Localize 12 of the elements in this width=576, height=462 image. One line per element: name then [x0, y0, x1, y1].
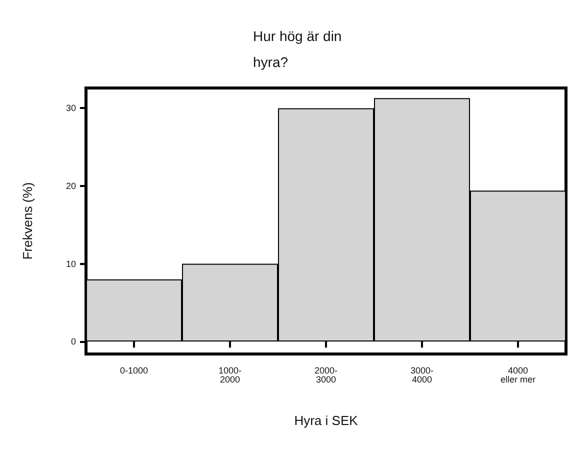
y-axis-title: Frekvens (%): [20, 182, 35, 260]
y-tick-label: 20: [66, 181, 76, 191]
x-tick-label: 1000- 2000: [218, 366, 242, 384]
y-tick-label: 30: [66, 103, 76, 114]
y-tick-label: 0: [70, 336, 76, 347]
chart-title: Hur hög är din hyra?: [253, 28, 342, 70]
x-tick-label: 4000 eller mer: [500, 366, 536, 384]
x-axis-title: Hyra i SEK: [294, 413, 358, 428]
x-tick-label: 0-1000: [120, 366, 148, 376]
x-tick-label: 3000- 4000: [410, 366, 434, 384]
x-tick-label: 2000- 3000: [314, 366, 338, 384]
y-tick-label: 10: [66, 258, 76, 269]
